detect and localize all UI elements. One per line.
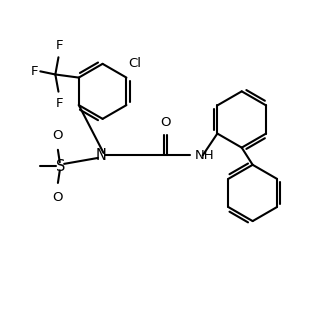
Text: Cl: Cl bbox=[128, 57, 141, 70]
Text: F: F bbox=[55, 97, 63, 110]
Text: O: O bbox=[52, 191, 63, 204]
Text: O: O bbox=[160, 116, 170, 129]
Text: S: S bbox=[56, 159, 65, 174]
Text: NH: NH bbox=[195, 149, 214, 162]
Text: O: O bbox=[52, 129, 63, 142]
Text: F: F bbox=[31, 65, 39, 78]
Text: N: N bbox=[96, 148, 107, 163]
Text: F: F bbox=[55, 39, 63, 51]
